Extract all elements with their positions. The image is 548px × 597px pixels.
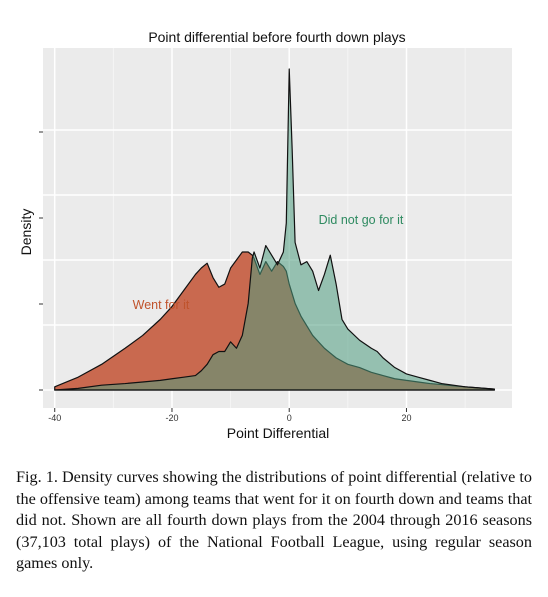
y-axis-label: Density — [18, 209, 34, 256]
density-areas — [54, 68, 496, 391]
chart-title: Point differential before fourth down pl… — [148, 29, 405, 45]
x-tick-label: 0 — [287, 413, 292, 423]
density-chart: Point differential before fourth down pl… — [18, 29, 512, 441]
x-tick-label: -40 — [48, 413, 61, 423]
x-tick-label: 20 — [401, 413, 411, 423]
series-label-went-for-it: Went for it — [133, 298, 190, 312]
series-label-did-not-go-for-it: Did not go for it — [319, 213, 404, 227]
axis-ticks: -40 -20 0 20 — [39, 131, 411, 423]
density-area-did-not-go-for-it — [54, 68, 496, 391]
x-tick-label: -20 — [165, 413, 178, 423]
x-axis-label: Point Differential — [227, 425, 329, 441]
figure-caption: Fig. 1. Density curves showing the distr… — [16, 468, 532, 572]
